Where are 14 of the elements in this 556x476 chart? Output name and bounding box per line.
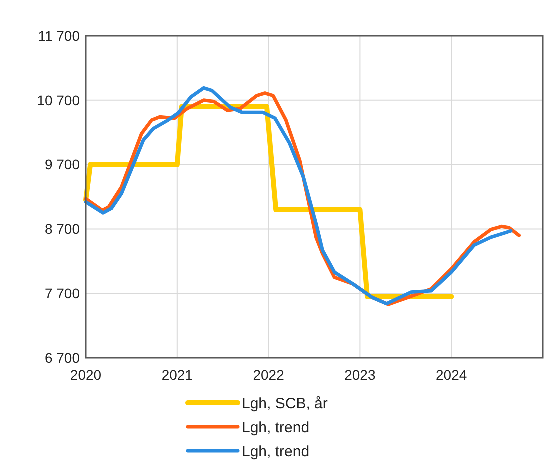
y-tick-label: 10 700 [37, 92, 80, 108]
legend-label: Lgh, SCB, år [242, 395, 328, 412]
y-tick-label: 11 700 [38, 28, 80, 44]
y-tick-label: 9 700 [44, 156, 80, 173]
y-tick-label: 8 700 [44, 221, 80, 238]
x-tick-label: 2022 [253, 367, 285, 383]
x-tick-label: 2021 [162, 367, 194, 383]
y-tick-label: 6 700 [44, 350, 80, 366]
legend-label: Lgh, trend [242, 443, 310, 460]
x-tick-label: 2023 [344, 367, 376, 383]
y-tick-label: 7 700 [44, 286, 80, 302]
x-tick-label: 2024 [436, 367, 468, 383]
x-tick-label: 2020 [70, 367, 102, 383]
legend-label: Lgh, trend [242, 419, 310, 436]
